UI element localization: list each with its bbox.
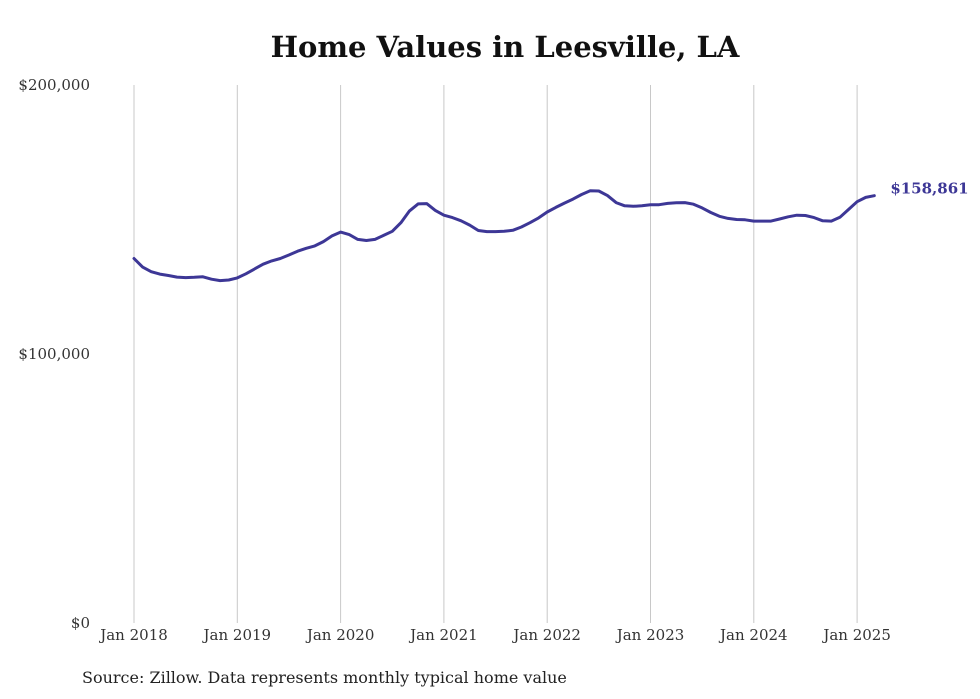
x-tick-label: Jan 2020 — [305, 626, 375, 644]
y-axis-ticks: $0 $100,000 $200,000 — [18, 76, 90, 632]
x-tick-label: Jan 2019 — [202, 626, 272, 644]
y-tick-label: $100,000 — [18, 345, 90, 363]
chart-title: Home Values in Leesville, LA — [270, 30, 740, 64]
x-tick-label: Jan 2018 — [98, 626, 168, 644]
gridlines — [133, 85, 858, 623]
end-value-label: $158,861 — [890, 180, 968, 198]
x-tick-label: Jan 2021 — [408, 626, 478, 644]
x-tick-label: Jan 2025 — [821, 626, 891, 644]
series: $158,861 — [132, 180, 969, 283]
x-tick-label: Jan 2023 — [615, 626, 685, 644]
x-tick-label: Jan 2024 — [718, 626, 788, 644]
chart-source-note: Source: Zillow. Data represents monthly … — [82, 668, 567, 687]
y-tick-label: $200,000 — [18, 76, 90, 94]
x-axis-ticks: Jan 2018 Jan 2019 Jan 2020 Jan 2021 Jan 2022… — [98, 626, 891, 644]
series-line — [132, 189, 876, 283]
x-tick-label: Jan 2022 — [511, 626, 581, 644]
y-tick-label: $0 — [71, 614, 90, 632]
